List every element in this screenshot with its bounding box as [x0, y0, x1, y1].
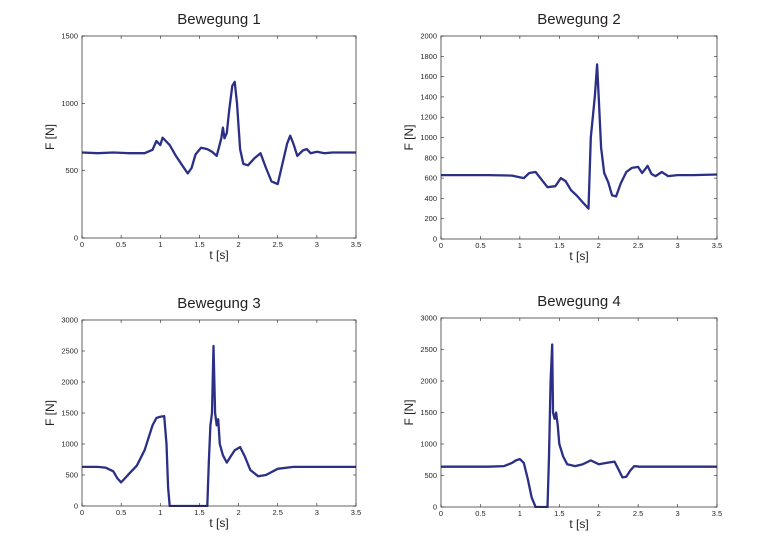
x-tick-label: 3 — [675, 241, 679, 250]
y-tick-label: 1800 — [420, 52, 437, 61]
x-tick-label: 0.5 — [116, 508, 126, 517]
x-tick-label: 3 — [675, 509, 679, 518]
panel-3: 0 0.5 1 1.5 2 2.5 3 3.5 0 500 1000 1500 2000 2500 3000… — [43, 295, 361, 530]
x-axis-label: t [s] — [569, 249, 588, 263]
x-tick-label: 3 — [315, 508, 319, 517]
panel-title: Bewegung 4 — [537, 293, 620, 310]
y-tick-label: 200 — [424, 214, 437, 223]
series-line-3-1 — [82, 344, 356, 507]
y-tick-label: 3000 — [61, 316, 78, 325]
y-tick-label: 1500 — [61, 32, 78, 41]
y-tick-label: 0 — [433, 235, 437, 244]
y-tick-label: 1000 — [61, 440, 78, 449]
y-tick-label: 0 — [74, 234, 78, 243]
y-axis-label: F [N] — [43, 124, 57, 150]
y-tick-label: 1000 — [61, 99, 78, 108]
x-tick-label: 2 — [236, 508, 240, 517]
y-tick-label: 1600 — [420, 72, 437, 81]
y-tick-label: 1500 — [61, 409, 78, 418]
y-tick-label: 1200 — [420, 113, 437, 122]
x-tick-label: 2.5 — [633, 241, 643, 250]
y-axis-label: F [N] — [402, 125, 416, 151]
x-tick-label: 2 — [597, 509, 601, 518]
x-tick-label: 2.5 — [272, 240, 282, 249]
series-line-4-1 — [441, 343, 717, 508]
x-tick-label: 0.5 — [116, 240, 126, 249]
x-tick-label: 1.5 — [194, 240, 204, 249]
panel-1: 0 0.5 1 1.5 2 2.5 3 3.5 0 500 1000 1500 Bewegung 1 t … — [43, 11, 361, 262]
plot-frame-2 — [440, 35, 718, 240]
x-tick-label: 2 — [597, 241, 601, 250]
x-tick-label: 3.5 — [712, 509, 722, 518]
y-tick-label: 2000 — [61, 378, 78, 387]
x-tick-label: 2.5 — [272, 508, 282, 517]
y-tick-label: 2000 — [420, 32, 437, 41]
x-axis-label: t [s] — [209, 248, 228, 262]
y-tick-label: 2000 — [420, 377, 437, 386]
panel-title: Bewegung 2 — [537, 11, 620, 28]
x-tick-label: 3.5 — [351, 508, 361, 517]
x-tick-label: 2.5 — [633, 509, 643, 518]
y-tick-label: 1000 — [420, 133, 437, 142]
y-tick-label: 1400 — [420, 92, 437, 101]
y-tick-label: 1500 — [420, 408, 437, 417]
y-axis-label: F [N] — [402, 400, 416, 426]
series-line-2-1 — [441, 63, 717, 210]
plot-frame-4 — [440, 317, 718, 508]
x-tick-label: 2 — [236, 240, 240, 249]
y-axis-label: F [N] — [43, 400, 57, 426]
panel-2: 0 0.5 1 1.5 2 2.5 3 3.5 0 200 400 600 800 1000 1200 140… — [402, 11, 722, 263]
x-tick-label: 0 — [439, 509, 443, 518]
x-tick-label: 3.5 — [351, 240, 361, 249]
x-axis-label: t [s] — [209, 516, 228, 530]
y-tick-label: 2500 — [61, 347, 78, 356]
plot-frame-1 — [81, 35, 357, 239]
panel-title: Bewegung 3 — [177, 295, 260, 312]
y-tick-label: 0 — [433, 503, 437, 512]
y-tick-label: 600 — [424, 174, 437, 183]
x-tick-label: 0 — [80, 508, 84, 517]
y-tick-label: 500 — [65, 166, 78, 175]
y-tick-label: 500 — [65, 471, 78, 480]
x-tick-label: 0.5 — [475, 241, 485, 250]
x-tick-label: 1 — [158, 508, 162, 517]
plot-frame-3 — [81, 319, 357, 507]
y-tick-label: 500 — [424, 471, 437, 480]
panel-4: 0 0.5 1 1.5 2 2.5 3 3.5 0 500 1000 1500 2000 2500 3000… — [402, 293, 722, 531]
y-tick-label: 2500 — [420, 345, 437, 354]
x-axis-label: t [s] — [569, 517, 588, 531]
x-tick-label: 1.5 — [554, 241, 564, 250]
x-tick-label: 3 — [315, 240, 319, 249]
x-tick-label: 3.5 — [712, 241, 722, 250]
y-tick-label: 800 — [424, 153, 437, 162]
y-tick-label: 1000 — [420, 440, 437, 449]
x-tick-label: 0 — [439, 241, 443, 250]
x-tick-label: 1 — [518, 241, 522, 250]
x-tick-label: 1 — [158, 240, 162, 249]
x-tick-label: 1.5 — [194, 508, 204, 517]
y-tick-label: 3000 — [420, 314, 437, 323]
series-line-1-1 — [82, 80, 356, 186]
x-tick-label: 1.5 — [554, 509, 564, 518]
panel-title: Bewegung 1 — [177, 11, 260, 28]
y-tick-label: 400 — [424, 194, 437, 203]
x-tick-label: 0.5 — [475, 509, 485, 518]
y-tick-label: 0 — [74, 502, 78, 511]
x-tick-label: 0 — [80, 240, 84, 249]
x-tick-label: 1 — [518, 509, 522, 518]
